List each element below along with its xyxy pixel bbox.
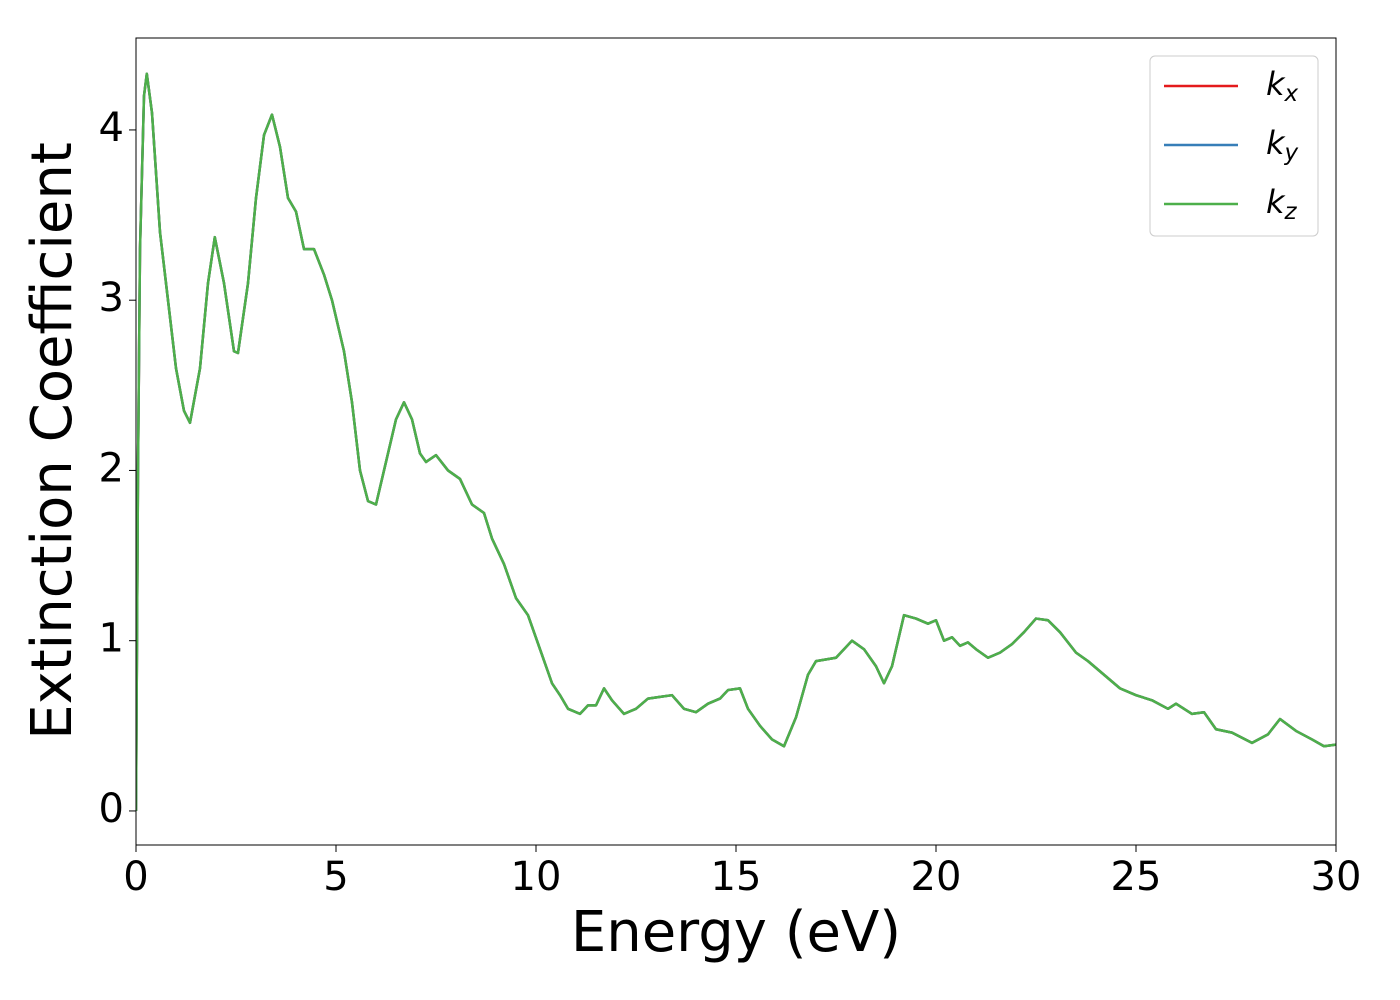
plot-frame xyxy=(135,37,1337,846)
x-tick-label: 5 xyxy=(323,854,348,900)
y-axis-label: Extinction Coefficient xyxy=(20,142,85,740)
y-tick-label: 3 xyxy=(99,275,124,321)
x-tick-label: 15 xyxy=(711,854,762,900)
x-tick-label: 0 xyxy=(123,854,148,900)
x-tick-label: 30 xyxy=(1311,854,1362,900)
x-axis-label: Energy (eV) xyxy=(571,900,901,965)
x-tick-label: 20 xyxy=(911,854,962,900)
legend-label: kx xyxy=(1266,65,1299,107)
y-tick-label: 2 xyxy=(99,445,124,491)
y-tick-label: 4 xyxy=(99,105,124,151)
line xyxy=(136,72,1336,811)
legend-label: kz xyxy=(1266,183,1298,225)
x-tick-label: 10 xyxy=(511,854,562,900)
y-tick-label: 0 xyxy=(99,786,124,832)
legend-label: ky xyxy=(1266,124,1299,166)
y-tick-label: 1 xyxy=(99,616,124,662)
x-tick-label: 25 xyxy=(1111,854,1162,900)
